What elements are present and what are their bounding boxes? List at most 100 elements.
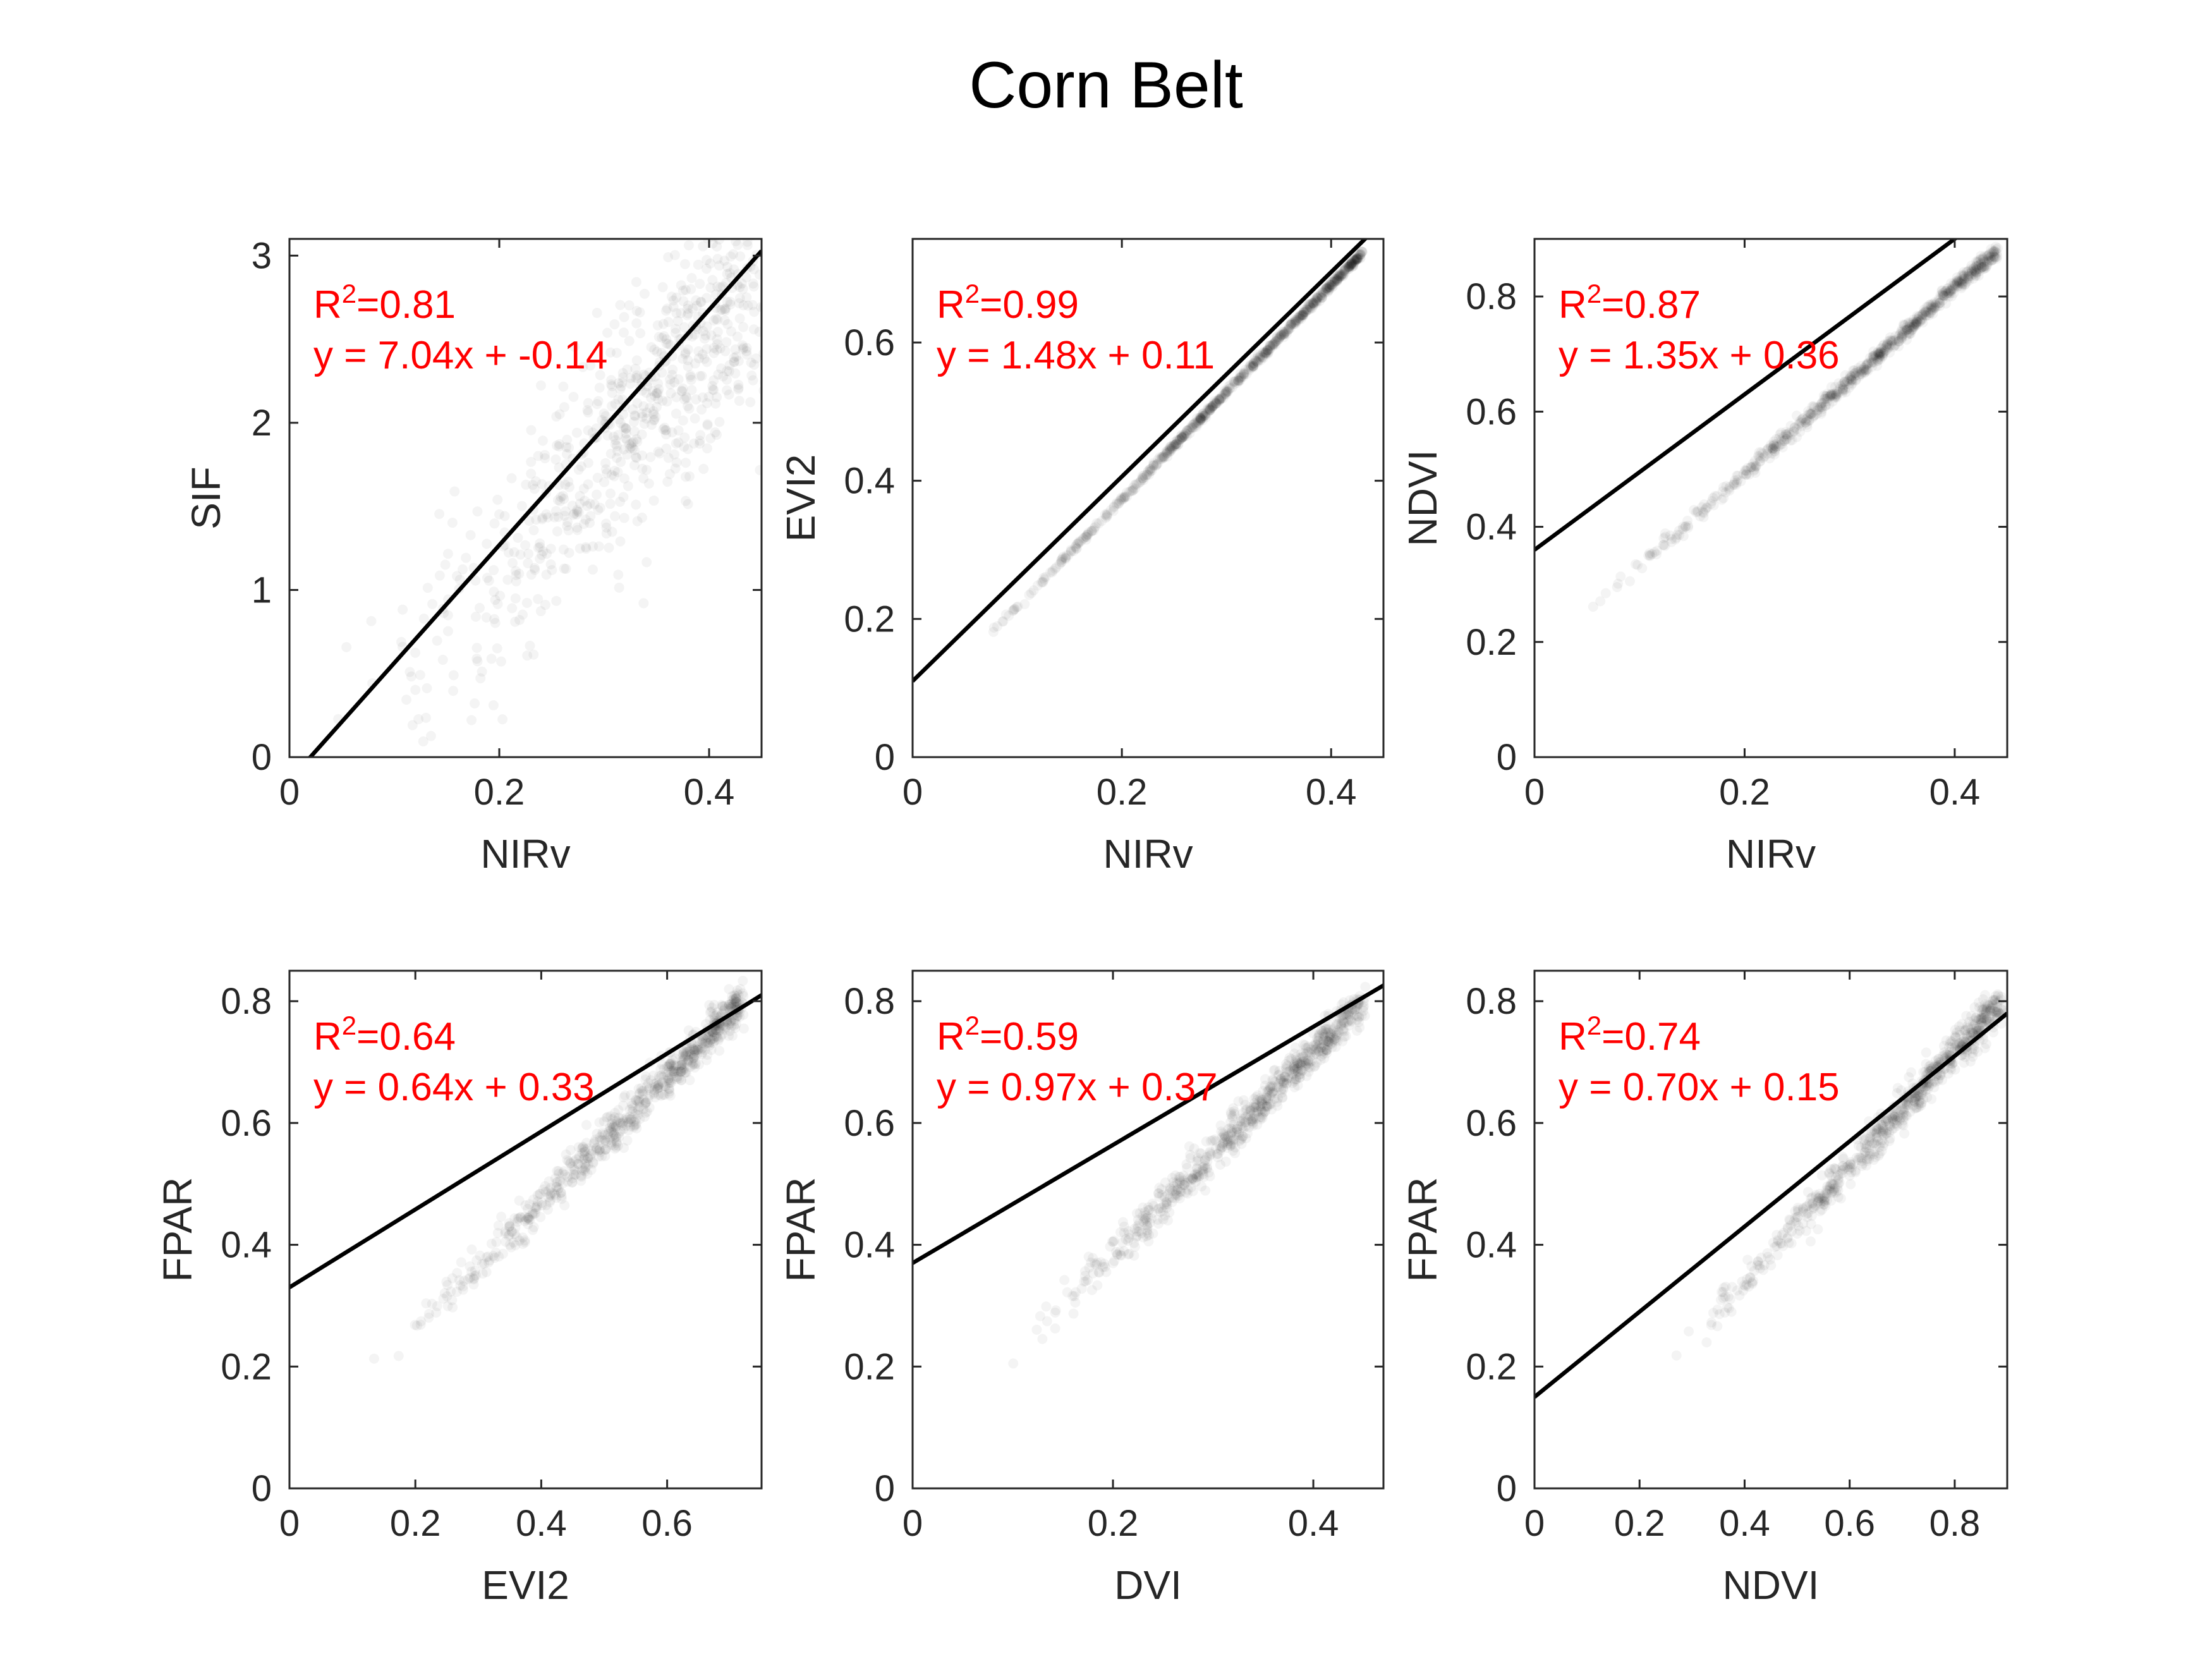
scatter-point: [683, 1054, 694, 1065]
scatter-point: [676, 1062, 687, 1073]
scatter-point: [1167, 442, 1177, 453]
scatter-point: [1191, 418, 1201, 429]
scatter-point: [628, 404, 638, 415]
scatter-point: [423, 1308, 434, 1319]
scatter-point: [748, 281, 759, 292]
scatter-point: [1897, 330, 1907, 341]
scatter-point: [1229, 379, 1240, 389]
scatter-point: [1339, 265, 1350, 276]
scatter-point: [1069, 1291, 1080, 1301]
scatter-point: [1160, 447, 1171, 458]
scatter-point: [676, 1059, 687, 1070]
scatter-point: [1174, 434, 1185, 445]
scatter-point: [630, 1095, 641, 1105]
scatter-point: [1248, 358, 1259, 368]
scatter-point: [1941, 298, 1952, 309]
scatter-point: [1778, 435, 1789, 446]
scatter-point: [1281, 328, 1292, 339]
scatter-point: [1812, 402, 1823, 413]
scatter-point: [672, 316, 683, 327]
scatter-point: [702, 1055, 712, 1066]
scatter-point: [1173, 435, 1184, 446]
scatter-point: [638, 1086, 648, 1097]
scatter-point: [1215, 1145, 1226, 1156]
scatter-point: [697, 349, 708, 360]
scatter-point: [515, 1212, 526, 1223]
scatter-point: [1254, 354, 1265, 365]
scatter-point: [680, 222, 690, 233]
scatter-point: [542, 1204, 553, 1215]
scatter-point: [1311, 296, 1322, 307]
scatter-point: [1155, 454, 1166, 465]
scatter-point: [522, 1212, 533, 1223]
scatter-point: [703, 1037, 714, 1048]
scatter-point: [631, 305, 642, 316]
scatter-point: [1243, 1109, 1253, 1120]
scatter-point: [1327, 282, 1337, 293]
scatter-point: [1989, 251, 2000, 262]
scatter-point: [1294, 313, 1305, 324]
scatter-point: [1671, 1350, 1682, 1361]
scatter-point: [1221, 387, 1232, 398]
scatter-point: [1791, 410, 1802, 421]
scatter-point: [1866, 356, 1877, 367]
scatter-point: [610, 399, 621, 410]
scatter-point: [1348, 260, 1359, 271]
scatter-point: [1205, 1171, 1215, 1182]
scatter-point: [1237, 1131, 1248, 1142]
scatter-point: [1286, 319, 1297, 330]
scatter-point: [1677, 524, 1688, 535]
scatter-point: [1269, 1093, 1280, 1104]
scatter-point: [1185, 1150, 1196, 1160]
y-tick-label: 0.4: [844, 1225, 895, 1266]
scatter-point: [1158, 1214, 1169, 1225]
scatter-point: [1874, 351, 1885, 362]
scatter-point: [692, 1041, 703, 1052]
scatter-point: [1148, 460, 1159, 471]
scatter-point: [1334, 1012, 1345, 1023]
scatter-point: [1292, 315, 1303, 326]
scatter-point: [1708, 500, 1719, 511]
scatter-point: [1879, 344, 1890, 355]
scatter-point: [1233, 1129, 1244, 1140]
scatter-point: [1346, 257, 1357, 268]
scatter-point: [1131, 1208, 1142, 1218]
scatter-point: [1826, 389, 1837, 400]
scatter-point: [609, 466, 620, 477]
scatter-point: [653, 1080, 664, 1091]
scatter-point: [1771, 434, 1782, 444]
scatter-point: [606, 1127, 617, 1138]
scatter-point: [1325, 1038, 1336, 1049]
scatter-point: [1328, 1026, 1339, 1037]
scatter-point: [1861, 360, 1871, 371]
figure-title: Corn Belt: [969, 49, 1243, 122]
scatter-point: [1863, 358, 1874, 368]
scatter-point: [1988, 254, 1999, 265]
scatter-point: [1350, 254, 1361, 265]
scatter-point: [1947, 283, 1958, 293]
r-squared-annotation: R2=0.87: [1559, 279, 1701, 327]
scatter-point: [1321, 1048, 1332, 1059]
scatter-point: [606, 470, 617, 480]
scatter-point: [629, 1117, 640, 1127]
scatter-point: [1267, 339, 1278, 350]
scatter-point: [1943, 288, 1954, 298]
scatter-point: [1974, 264, 1985, 274]
scatter-point: [1832, 389, 1842, 399]
scatter-point: [1265, 1084, 1275, 1095]
scatter-point: [1325, 282, 1335, 293]
scatter-point: [1916, 313, 1926, 324]
scatter-point: [710, 219, 720, 229]
scatter-point: [1945, 288, 1956, 298]
scatter-point: [600, 1144, 611, 1155]
scatter-point: [1842, 375, 1852, 386]
scatter-point: [727, 998, 738, 1009]
scatter-point: [1881, 342, 1892, 353]
scatter-point: [580, 1158, 590, 1169]
scatter-point: [1971, 264, 1981, 274]
scatter-point: [1970, 267, 1981, 277]
scatter-point: [674, 1073, 684, 1084]
scatter-point: [1771, 441, 1782, 452]
scatter-point: [629, 416, 640, 427]
scatter-point: [998, 616, 1009, 627]
